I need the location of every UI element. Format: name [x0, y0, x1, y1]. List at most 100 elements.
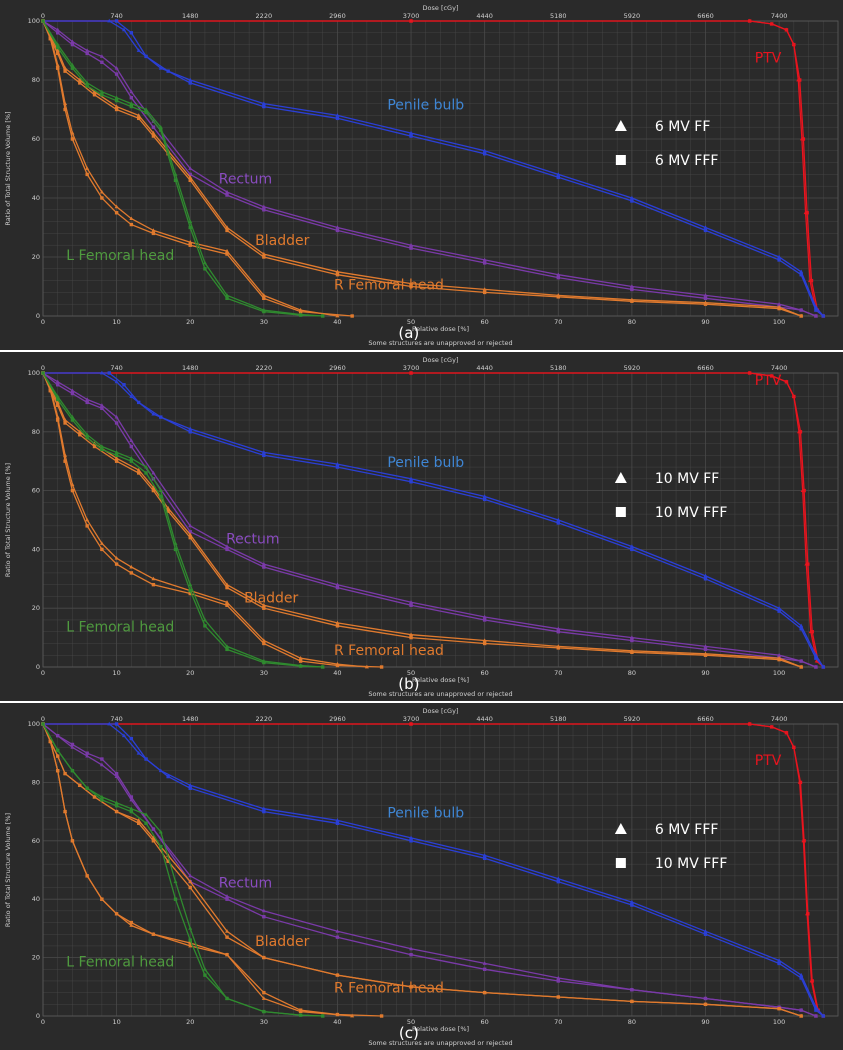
x-tick-label: 100 — [773, 669, 785, 677]
data-point-square — [70, 769, 75, 773]
data-point-triangle — [703, 573, 708, 578]
data-point-square — [41, 722, 45, 726]
x-tick-label: 50 — [407, 318, 415, 326]
data-point-triangle — [409, 835, 414, 840]
x-tick-label: 50 — [407, 669, 415, 677]
data-point-square — [298, 659, 303, 663]
data-point-square — [188, 172, 192, 177]
data-point-triangle — [629, 195, 634, 200]
data-point-square — [409, 985, 413, 989]
data-point-square — [409, 246, 413, 250]
data-point-square — [144, 110, 148, 115]
data-point-triangle — [129, 216, 134, 221]
data-point-triangle — [409, 281, 414, 285]
curve-label-r-femoral-head: R Femoral head — [334, 277, 444, 293]
data-point-square — [100, 897, 104, 901]
x2-tick-label: 1480 — [182, 715, 199, 723]
curve-label-ptv: PTV — [755, 753, 782, 769]
y-axis-label: Ratio of Total Structure Volume [%] — [4, 813, 12, 927]
y-tick-label: 60 — [32, 487, 40, 495]
data-point-square — [85, 786, 89, 790]
data-point-square — [129, 736, 134, 741]
data-point-square — [70, 418, 75, 422]
data-point-square — [225, 996, 229, 1001]
data-point-square — [107, 371, 111, 375]
curve-label-rectum: Rectum — [219, 171, 272, 187]
data-point-triangle — [188, 582, 193, 587]
x2-tick-label: 3700 — [403, 364, 420, 372]
data-point-square — [321, 1014, 325, 1018]
data-point-square — [556, 175, 560, 180]
data-point-triangle — [703, 293, 708, 297]
data-point-square — [409, 603, 413, 607]
series-line — [42, 372, 817, 668]
legend-triangle-icon — [614, 823, 627, 834]
data-point-triangle — [188, 783, 193, 787]
data-point-square — [799, 1008, 803, 1012]
data-point-square — [100, 93, 104, 97]
data-point-triangle — [136, 818, 141, 822]
data-point-triangle — [777, 254, 782, 259]
series-penile-bulb-square — [41, 722, 825, 1018]
data-point-square — [144, 821, 148, 825]
data-point-triangle — [335, 929, 340, 933]
data-point-square — [85, 524, 89, 528]
data-point-square — [630, 650, 634, 654]
data-point-square — [159, 415, 163, 419]
x-tick-label: 10 — [112, 318, 120, 326]
data-point-square — [409, 19, 413, 23]
data-point-square — [810, 979, 814, 983]
data-point-triangle — [55, 379, 60, 384]
data-point-square — [129, 104, 134, 109]
series-line — [42, 372, 323, 668]
data-point-square — [203, 973, 207, 977]
data-point-triangle — [158, 488, 163, 492]
dvh-panel-b: 0 10 20 30 40 50 60 70 80 90 100 0 740 1480 2220 2960 37… — [0, 352, 843, 701]
data-point-square — [85, 400, 89, 405]
curve-label-penile-bulb: Penile bulb — [387, 98, 464, 114]
data-point-triangle — [188, 175, 193, 179]
curve-label-bladder: Bladder — [255, 934, 309, 950]
data-point-triangle — [777, 606, 782, 610]
series-bladder-square — [41, 722, 803, 1018]
data-point-square — [41, 371, 45, 375]
data-point-square — [70, 742, 75, 747]
data-point-triangle — [482, 257, 487, 262]
x2-tick-label: 0 — [41, 12, 45, 20]
data-point-square — [556, 295, 560, 299]
data-point-triangle — [261, 806, 266, 811]
data-point-triangle — [92, 89, 97, 94]
data-point-square — [335, 116, 340, 121]
data-point-triangle — [225, 248, 230, 253]
data-point-square — [48, 37, 53, 41]
data-point-triangle — [70, 39, 75, 44]
data-point-triangle — [556, 517, 561, 522]
x2-tick-label: 5180 — [550, 12, 567, 20]
x-tick-label: 80 — [628, 669, 636, 677]
data-point-square — [78, 783, 82, 788]
data-point-square — [409, 952, 413, 957]
data-point-square — [41, 19, 45, 23]
data-point-square — [784, 28, 789, 32]
data-point-square — [298, 309, 303, 314]
data-point-square — [703, 577, 708, 581]
x-tick-label: 0 — [41, 318, 45, 326]
dvh-panel-c: 0 10 20 30 40 50 60 70 80 90 100 0 740 1480 2220 2960 37… — [0, 703, 843, 1050]
data-point-square — [262, 565, 266, 569]
data-point-square — [114, 722, 119, 726]
data-point-triangle — [556, 626, 561, 631]
data-point-triangle — [556, 272, 561, 277]
data-point-square — [151, 827, 156, 831]
data-point-square — [56, 45, 60, 50]
data-point-square — [335, 663, 340, 668]
data-point-square — [703, 302, 708, 306]
legend-label: 6 MV FF — [655, 119, 711, 135]
data-point-triangle — [158, 66, 163, 70]
data-point-square — [114, 19, 119, 23]
x2-tick-label: 5920 — [624, 715, 641, 723]
legend: 6 MV FFF 10 MV FFF — [614, 822, 727, 872]
data-point-square — [188, 535, 192, 540]
x-tick-label: 20 — [186, 669, 194, 677]
data-point-square — [379, 1014, 384, 1018]
y-tick-label: 80 — [32, 76, 40, 84]
